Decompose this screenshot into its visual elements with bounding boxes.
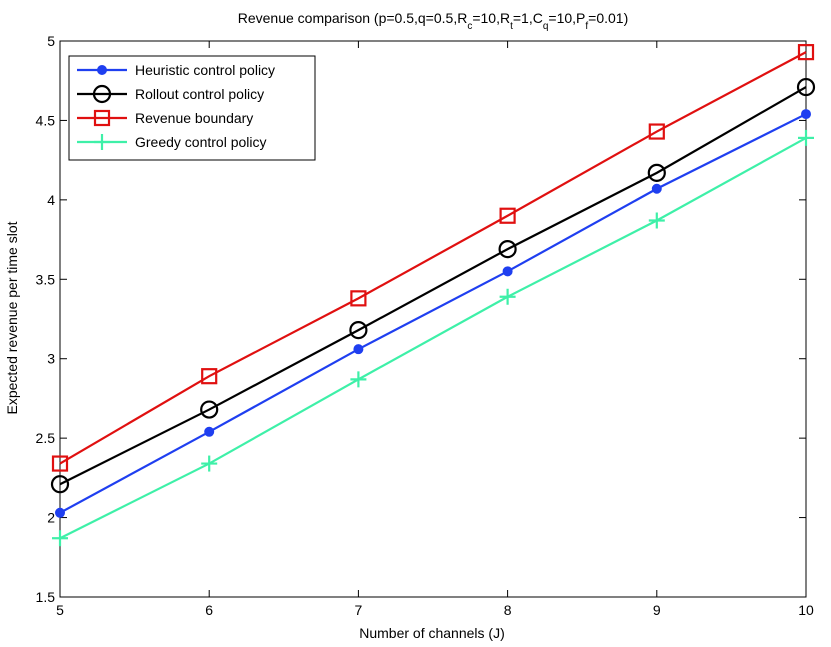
chart-title-part: =1,C bbox=[513, 10, 543, 26]
data-point bbox=[797, 44, 815, 61]
data-point bbox=[201, 368, 218, 385]
legend-entry: Rollout control policy bbox=[77, 84, 264, 104]
y-tick-label: 3.5 bbox=[36, 271, 56, 287]
data-point bbox=[200, 400, 219, 419]
data-point bbox=[499, 207, 516, 224]
data-point bbox=[648, 212, 665, 229]
legend-entry: Greedy control policy bbox=[77, 134, 267, 150]
y-tick-label: 1.5 bbox=[36, 589, 56, 605]
series-0 bbox=[55, 109, 811, 518]
series-layer bbox=[50, 44, 816, 547]
legend-label: Revenue boundary bbox=[135, 110, 253, 126]
data-point bbox=[52, 530, 68, 547]
x-tick-label: 7 bbox=[355, 602, 363, 618]
y-tick-label: 4.5 bbox=[36, 112, 56, 128]
data-point bbox=[796, 77, 816, 97]
data-point bbox=[647, 163, 666, 182]
y-tick-label: 2 bbox=[47, 510, 55, 526]
data-point bbox=[798, 129, 814, 146]
x-tick-label: 8 bbox=[504, 602, 512, 618]
chart-title-part: =0.01) bbox=[588, 10, 628, 26]
chart-title-part: q bbox=[543, 21, 549, 32]
data-point bbox=[801, 109, 811, 120]
data-point bbox=[201, 455, 218, 472]
legend-label: Greedy control policy bbox=[135, 134, 267, 150]
x-tick-label: 6 bbox=[205, 602, 213, 618]
data-point bbox=[648, 123, 665, 140]
data-point bbox=[353, 344, 364, 355]
legend-label: Rollout control policy bbox=[135, 86, 264, 102]
data-point bbox=[499, 288, 516, 305]
data-point bbox=[350, 290, 367, 307]
legend-marker bbox=[93, 109, 111, 127]
series-line bbox=[59, 86, 807, 486]
data-point bbox=[349, 321, 368, 340]
y-tick-label: 3 bbox=[47, 351, 55, 367]
data-point bbox=[502, 266, 513, 277]
series-line bbox=[59, 113, 807, 514]
data-point bbox=[51, 455, 69, 472]
chart-title-part: =10,P bbox=[548, 10, 585, 26]
series-3 bbox=[52, 129, 814, 547]
y-tick-label: 5 bbox=[47, 33, 55, 49]
data-point bbox=[50, 475, 70, 494]
chart-title-part: =10,R bbox=[472, 10, 510, 26]
x-tick-label: 9 bbox=[653, 602, 661, 618]
legend-entry: Heuristic control policy bbox=[77, 62, 275, 78]
chart-title-part: Revenue comparison (p=0.5,q=0.5,R bbox=[238, 10, 468, 26]
legend-label: Heuristic control policy bbox=[135, 62, 275, 78]
series-2 bbox=[51, 44, 815, 472]
legend-marker bbox=[94, 134, 110, 150]
legend: Heuristic control policy Rollout control … bbox=[68, 55, 316, 161]
data-point bbox=[55, 507, 65, 518]
x-tick-label: 10 bbox=[798, 602, 814, 618]
chart-title-part: c bbox=[467, 21, 472, 32]
chart-title-part: t bbox=[510, 21, 513, 32]
data-point bbox=[498, 240, 517, 259]
y-tick-label: 4 bbox=[47, 192, 55, 208]
y-axis-label: Expected revenue per time slot bbox=[4, 221, 20, 414]
series-1 bbox=[50, 77, 816, 494]
data-point bbox=[350, 371, 367, 388]
axis-ticks: 5 6 7 8 9 10 1.5 2 2.5 3 3.5 4 4.5 5 bbox=[36, 33, 814, 618]
x-tick-label: 5 bbox=[56, 602, 64, 618]
legend-entry: Revenue boundary bbox=[77, 109, 253, 127]
y-tick-label: 2.5 bbox=[36, 430, 56, 446]
x-axis-label: Number of channels (J) bbox=[359, 625, 505, 641]
series-line bbox=[59, 51, 807, 465]
legend-marker bbox=[92, 84, 112, 104]
chart-title: Revenue comparison (p=0.5,q=0.5,Rc=10,Rt… bbox=[238, 10, 629, 32]
chart-title-part: f bbox=[585, 21, 588, 32]
series-line bbox=[59, 136, 807, 540]
legend-marker bbox=[97, 65, 107, 75]
data-point bbox=[651, 183, 662, 194]
data-point bbox=[204, 426, 215, 437]
